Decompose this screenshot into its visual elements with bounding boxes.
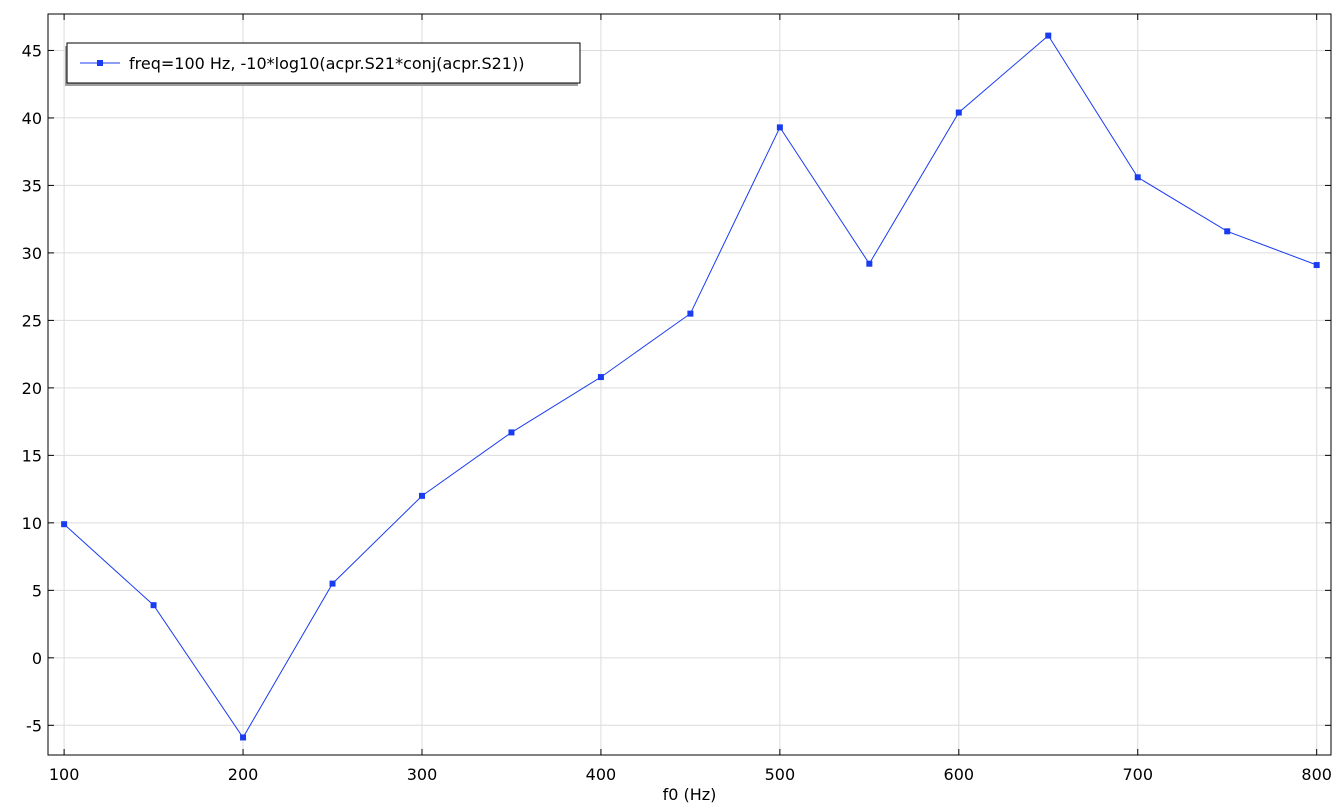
data-point: [1224, 228, 1231, 235]
data-point: [61, 521, 68, 528]
data-point: [240, 734, 247, 741]
y-tick-label: 0: [32, 649, 42, 668]
ticks: 100 200 300 400 500 600 700 800 -5 0 5 10 15 20 25 30 35…: [22, 14, 1332, 784]
data-point: [597, 374, 604, 381]
data-point: [508, 429, 515, 436]
data-point: [1045, 32, 1052, 39]
data-point: [687, 310, 694, 317]
data-point: [1313, 262, 1320, 269]
legend-label: freq=100 Hz, -10*log10(acpr.S21*conj(acp…: [129, 54, 524, 73]
data-point: [955, 109, 962, 116]
data-point: [150, 602, 157, 609]
y-tick-label: 40: [22, 109, 42, 128]
data-point: [418, 492, 425, 499]
y-tick-label: 35: [22, 176, 42, 195]
data-point: [776, 124, 783, 131]
series-layer: [61, 32, 1320, 741]
grid: [48, 14, 1331, 755]
x-tick-label: 200: [228, 765, 259, 784]
series-line: [63, 34, 1317, 739]
plot-frame: [47, 13, 1332, 756]
y-tick-label: 45: [22, 41, 42, 60]
y-tick-label: 5: [32, 581, 42, 600]
data-point: [866, 260, 873, 267]
legend-marker: [97, 60, 103, 66]
x-tick-label: 700: [1122, 765, 1153, 784]
y-tick-label: 30: [22, 244, 42, 263]
legend-box: [66, 42, 581, 84]
data-point: [1134, 174, 1141, 181]
x-tick-label: 400: [586, 765, 617, 784]
x-tick-label: 800: [1301, 765, 1332, 784]
legend: freq=100 Hz, -10*log10(acpr.S21*conj(acp…: [65, 42, 581, 86]
y-tick-label: 15: [22, 446, 42, 465]
x-tick-label: 300: [407, 765, 438, 784]
y-tick-label: 10: [22, 514, 42, 533]
y-tick-label: 25: [22, 311, 42, 330]
x-tick-label: 500: [765, 765, 796, 784]
y-tick-label: -5: [26, 716, 42, 735]
x-tick-label: 100: [49, 765, 80, 784]
x-axis-label: f0 (Hz): [663, 785, 717, 804]
data-point: [329, 580, 336, 587]
x-tick-label: 600: [944, 765, 975, 784]
y-tick-label: 20: [22, 379, 42, 398]
